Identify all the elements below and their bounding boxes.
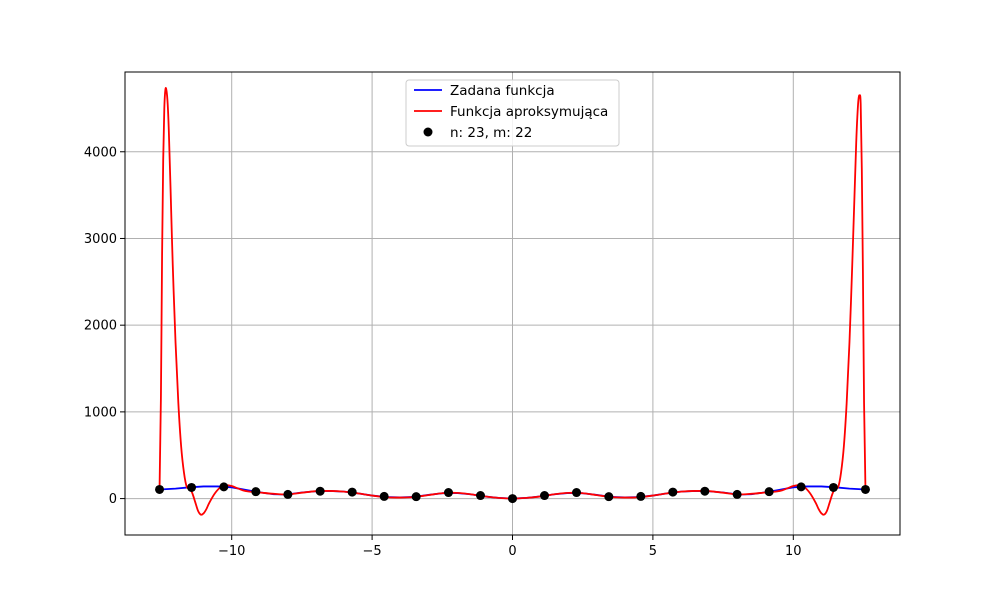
y-tick-label: 0 xyxy=(109,492,117,507)
node-point xyxy=(443,488,453,498)
node-point xyxy=(219,482,229,492)
y-tick-label: 4000 xyxy=(84,145,117,160)
node-point xyxy=(283,489,293,499)
node-point xyxy=(315,486,325,496)
legend: Zadana funkcja Funkcja aproksymująca n: … xyxy=(405,79,620,147)
node-point xyxy=(668,487,678,497)
legend-label-approx: Funkcja aproksymująca xyxy=(450,104,608,120)
node-point xyxy=(379,491,389,501)
node-point xyxy=(540,491,550,501)
node-point xyxy=(764,487,774,497)
node-point xyxy=(155,484,165,494)
x-tick-label: −10 xyxy=(218,544,245,559)
node-point xyxy=(732,489,742,499)
node-point xyxy=(572,488,582,498)
legend-swatch-nodes xyxy=(423,127,433,137)
y-tick-label: 2000 xyxy=(84,319,117,334)
node-point xyxy=(508,494,517,504)
legend-label-nodes: n: 23, m: 22 xyxy=(450,125,532,141)
ticks-layer: −10 −5 0 5 10 0 1000 2000 3000 4000 xyxy=(84,145,802,559)
node-point xyxy=(828,482,838,492)
legend-label-given: Zadana funkcja xyxy=(450,83,555,99)
series-layer xyxy=(155,87,870,516)
legend-box xyxy=(405,79,620,147)
node-point xyxy=(636,491,646,501)
x-tick-label: −5 xyxy=(363,544,382,559)
node-point xyxy=(187,482,197,492)
node-point xyxy=(347,487,357,497)
x-tick-label: 5 xyxy=(649,544,657,559)
node-point xyxy=(475,491,485,501)
node-point xyxy=(796,482,806,492)
y-tick-label: 1000 xyxy=(84,405,117,420)
y-tick-label: 3000 xyxy=(84,232,117,247)
x-tick-label: 0 xyxy=(508,544,516,559)
node-point xyxy=(251,487,261,497)
node-point xyxy=(700,486,710,496)
node-point xyxy=(860,484,870,494)
node-point xyxy=(604,492,614,502)
node-point xyxy=(411,492,421,502)
x-tick-label: 10 xyxy=(785,544,802,559)
